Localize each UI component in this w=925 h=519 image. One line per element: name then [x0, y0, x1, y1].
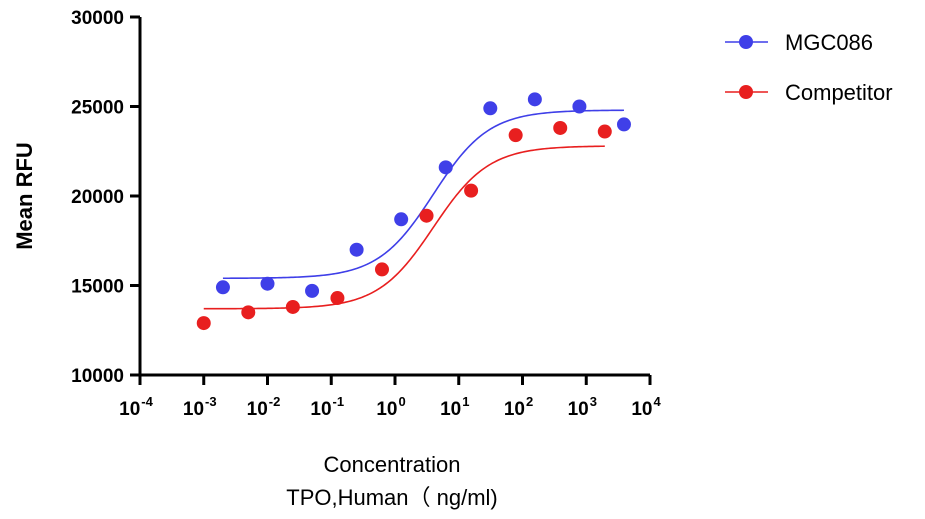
x-tick-label: 10-4: [119, 394, 153, 420]
data-point-competitor: [419, 208, 434, 223]
y-tick-label: 20000: [71, 187, 124, 208]
data-point-competitor: [241, 305, 256, 320]
fit-curve-mgc086: [222, 109, 624, 280]
x-axis-title-line-1: Concentration: [324, 452, 461, 477]
legend-marker-mgc086: [739, 35, 753, 49]
x-axis-title-line-2: TPO,Human（ ng/ml): [286, 485, 498, 510]
data-point-mgc086: [394, 212, 409, 227]
data-point-competitor: [597, 124, 612, 139]
data-point-mgc086: [438, 160, 453, 175]
data-point-mgc086: [260, 276, 275, 291]
data-point-competitor: [330, 291, 345, 306]
data-point-competitor: [553, 120, 568, 135]
y-tick-label: 15000: [71, 277, 124, 298]
data-point-competitor: [464, 183, 479, 198]
legend-item-competitor: Competitor: [725, 80, 893, 105]
legend-label-mgc086: MGC086: [785, 30, 873, 55]
x-tick-label: 10-2: [247, 394, 281, 420]
data-point-competitor: [374, 262, 389, 277]
legend: MGC086 Competitor: [725, 30, 893, 105]
data-point-mgc086: [349, 242, 364, 257]
x-tick-label: 103: [568, 394, 597, 420]
x-tick-label: 101: [440, 394, 469, 420]
x-ticks: 10-4 10-3 10-2 10-1 100 101 102 103 104: [119, 375, 661, 420]
data-points: [196, 92, 631, 331]
data-point-mgc086: [616, 117, 631, 132]
axes: [138, 17, 650, 377]
data-point-mgc086: [215, 280, 230, 295]
data-point-mgc086: [572, 99, 587, 114]
data-point-mgc086: [483, 101, 498, 116]
fit-curves: [203, 109, 624, 310]
fit-curve-competitor: [203, 145, 605, 310]
x-tick-label: 100: [376, 394, 405, 420]
data-point-competitor: [196, 316, 211, 331]
legend-item-mgc086: MGC086: [725, 30, 873, 55]
data-point-mgc086: [305, 283, 320, 298]
data-point-mgc086: [527, 92, 542, 107]
data-point-competitor: [508, 128, 523, 143]
y-tick-label: 30000: [71, 8, 124, 29]
y-tick-label: 25000: [71, 98, 124, 119]
x-tick-label: 10-3: [183, 394, 217, 420]
y-axis-title: Mean RFU: [12, 142, 37, 250]
x-tick-label: 104: [631, 394, 661, 420]
legend-marker-competitor: [739, 85, 753, 99]
x-tick-label: 10-1: [310, 394, 344, 420]
y-ticks: 10000 15000 20000 25000 30000: [71, 8, 140, 387]
data-point-competitor: [285, 299, 300, 314]
y-tick-label: 10000: [71, 366, 124, 387]
legend-label-competitor: Competitor: [785, 80, 893, 105]
x-tick-label: 102: [504, 394, 533, 420]
